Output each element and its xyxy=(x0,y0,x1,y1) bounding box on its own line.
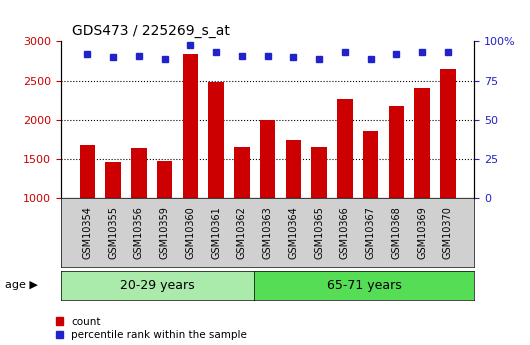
Bar xyxy=(440,69,456,277)
Bar xyxy=(363,131,378,277)
Text: GSM10361: GSM10361 xyxy=(211,207,221,259)
Text: GSM10360: GSM10360 xyxy=(186,207,196,259)
Text: 20-29 years: 20-29 years xyxy=(120,279,195,292)
Bar xyxy=(131,148,147,277)
Bar xyxy=(105,162,121,277)
Text: GSM10363: GSM10363 xyxy=(263,207,272,259)
Bar xyxy=(337,99,352,277)
Bar xyxy=(286,140,301,277)
Text: GDS473 / 225269_s_at: GDS473 / 225269_s_at xyxy=(72,24,229,38)
Text: GSM10370: GSM10370 xyxy=(443,206,453,259)
Text: GSM10359: GSM10359 xyxy=(160,206,170,259)
Text: age ▶: age ▶ xyxy=(5,280,38,290)
Bar xyxy=(183,54,198,277)
Text: GSM10368: GSM10368 xyxy=(391,207,401,259)
Text: GSM10356: GSM10356 xyxy=(134,206,144,259)
Text: GSM10366: GSM10366 xyxy=(340,207,350,259)
Bar xyxy=(312,147,327,277)
Bar xyxy=(414,88,430,277)
Text: GSM10369: GSM10369 xyxy=(417,207,427,259)
Bar xyxy=(80,145,95,277)
Bar xyxy=(388,106,404,277)
Legend: count, percentile rank within the sample: count, percentile rank within the sample xyxy=(56,317,247,340)
Text: GSM10354: GSM10354 xyxy=(83,206,92,259)
Bar xyxy=(234,147,250,277)
Text: GSM10362: GSM10362 xyxy=(237,206,247,259)
Text: 65-71 years: 65-71 years xyxy=(326,279,402,292)
Bar xyxy=(157,161,172,277)
Bar xyxy=(208,82,224,277)
Text: GSM10355: GSM10355 xyxy=(108,206,118,259)
Text: GSM10367: GSM10367 xyxy=(366,206,376,259)
Bar xyxy=(260,120,276,277)
Text: GSM10364: GSM10364 xyxy=(288,207,298,259)
Text: GSM10365: GSM10365 xyxy=(314,206,324,259)
